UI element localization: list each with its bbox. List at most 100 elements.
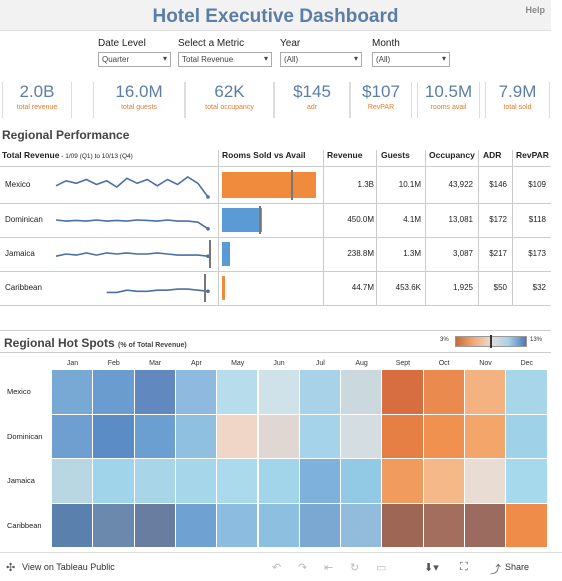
- heatmap-cell[interactable]: [217, 414, 259, 459]
- view-on-tableau-link[interactable]: View on Tableau Public: [22, 562, 115, 572]
- month-label: Jun: [273, 360, 285, 367]
- rooms-sold-bar[interactable]: [222, 242, 230, 266]
- adr-value: $217: [489, 249, 507, 258]
- kpi-value: 7.9M: [498, 82, 537, 101]
- heatmap-cell[interactable]: [134, 414, 176, 459]
- heatmap-cell[interactable]: [465, 459, 507, 504]
- rooms-sold-bar[interactable]: [222, 171, 316, 198]
- heatmap-cell[interactable]: [382, 459, 424, 504]
- filter-label: Year: [280, 38, 301, 49]
- kpi-label: rooms avail: [430, 104, 467, 111]
- heatmap-cell[interactable]: [175, 503, 218, 548]
- rooms-header: Rooms Sold vs Avail: [222, 150, 306, 160]
- heatmap-cell[interactable]: [299, 459, 342, 504]
- download-icon[interactable]: ⬇▾: [424, 562, 439, 574]
- heatmap-cell[interactable]: [175, 414, 218, 459]
- filter-label: Month: [372, 38, 400, 49]
- trend-end-point: [206, 289, 210, 294]
- kpi-value: 10.5M: [424, 82, 473, 101]
- guests-header: Guests: [381, 150, 410, 160]
- heatmap-cell[interactable]: [341, 370, 383, 415]
- select-value: (All): [376, 55, 391, 64]
- month-select[interactable]: (All) ▾: [372, 52, 450, 67]
- rooms-sold-bar[interactable]: [222, 208, 262, 232]
- heatmap-cell[interactable]: [341, 459, 383, 504]
- heatmap-cell[interactable]: [217, 503, 259, 548]
- heatmap-cell[interactable]: [341, 503, 383, 548]
- heatmap-row-label: Caribbean: [7, 520, 42, 530]
- heatmap-cell[interactable]: [93, 370, 135, 415]
- fullscreen-icon[interactable]: ⛶: [460, 561, 468, 573]
- heatmap-cell[interactable]: [52, 370, 94, 415]
- heatmap-cell[interactable]: [506, 459, 548, 504]
- revenue-value: 44.7M: [351, 283, 374, 292]
- hotspots-subtitle: (% of Total Revenue): [118, 342, 187, 349]
- divider: [376, 150, 377, 305]
- heatmap-cell[interactable]: [52, 459, 94, 504]
- heatmap-cell[interactable]: [382, 503, 424, 548]
- heatmap-cell[interactable]: [341, 414, 383, 459]
- metric-select[interactable]: Total Revenue ▾: [178, 52, 272, 67]
- heatmap-cell[interactable]: [134, 459, 176, 504]
- kpi-label: total guests: [121, 104, 157, 111]
- heatmap-cell[interactable]: [217, 370, 259, 415]
- heatmap-cell[interactable]: [258, 459, 300, 504]
- revenue-trend-line[interactable]: [55, 252, 209, 257]
- heatmap-cell[interactable]: [93, 459, 135, 504]
- revenue-trend-line[interactable]: [55, 219, 209, 230]
- heatmap-cell[interactable]: [506, 414, 548, 459]
- redo-icon[interactable]: ↷: [298, 562, 308, 574]
- heatmap-cell[interactable]: [299, 370, 342, 415]
- undo-icon[interactable]: ↶: [272, 562, 282, 574]
- heatmap-cell[interactable]: [258, 503, 300, 548]
- divider: [425, 150, 426, 305]
- heatmap-cell[interactable]: [52, 414, 94, 459]
- filter-month: Month (All) ▾: [372, 38, 450, 67]
- heatmap-cell[interactable]: [175, 370, 218, 415]
- revenue-trend-line[interactable]: [106, 288, 209, 294]
- heatmap-cell[interactable]: [258, 414, 300, 459]
- heatmap-cell[interactable]: [506, 503, 548, 548]
- heatmap-cell[interactable]: [52, 503, 94, 548]
- heatmap-cell[interactable]: [175, 459, 218, 504]
- heatmap-cell[interactable]: [382, 414, 424, 459]
- heatmap-cell[interactable]: [134, 370, 176, 415]
- heatmap-cell[interactable]: [93, 414, 135, 459]
- trend-header: Total Revenue - 1/09 (Q1) to 10/13 (Q4): [2, 150, 133, 160]
- year-select[interactable]: (All) ▾: [280, 52, 362, 67]
- heatmap-cell[interactable]: [506, 370, 548, 415]
- kpi-value: $107: [362, 82, 400, 101]
- heatmap-cell[interactable]: [299, 503, 342, 548]
- month-label: Jul: [315, 360, 325, 367]
- kpi-label: RevPAR: [367, 104, 395, 111]
- heatmap-cell[interactable]: [134, 503, 176, 548]
- heatmap-cell[interactable]: [465, 370, 507, 415]
- share-icon[interactable]: ⤴: [490, 564, 501, 576]
- heatmap-cell[interactable]: [258, 370, 300, 415]
- heatmap-cell[interactable]: [93, 503, 135, 548]
- refresh-icon[interactable]: ↻: [350, 562, 360, 574]
- pause-icon[interactable]: ▭: [376, 562, 387, 574]
- divider: [0, 330, 551, 331]
- share-button[interactable]: Share: [505, 562, 530, 572]
- heatmap-cell[interactable]: [299, 414, 342, 459]
- divider: [323, 150, 324, 305]
- revert-icon[interactable]: ⇤: [324, 562, 334, 574]
- heatmap-cell[interactable]: [423, 503, 465, 548]
- heatmap-cell[interactable]: [382, 370, 424, 415]
- revenue-header: Revenue: [327, 150, 363, 160]
- month-label: Aug: [355, 360, 368, 367]
- rooms-avail-marker: [204, 274, 206, 302]
- heatmap-cell[interactable]: [423, 370, 465, 415]
- help-link[interactable]: Help: [525, 5, 545, 15]
- revenue-trend-line[interactable]: [55, 176, 209, 198]
- heatmap-cell[interactable]: [217, 459, 259, 504]
- heatmap-cell[interactable]: [423, 414, 465, 459]
- rooms-sold-bar[interactable]: [222, 276, 225, 300]
- heatmap-cell[interactable]: [423, 459, 465, 504]
- heatmap-cell[interactable]: [465, 414, 507, 459]
- divider: [0, 352, 551, 353]
- date-level-select[interactable]: Quarter ▾: [98, 52, 171, 67]
- heatmap-cell[interactable]: [465, 503, 507, 548]
- filter-date-level: Date Level Quarter ▾: [98, 38, 171, 67]
